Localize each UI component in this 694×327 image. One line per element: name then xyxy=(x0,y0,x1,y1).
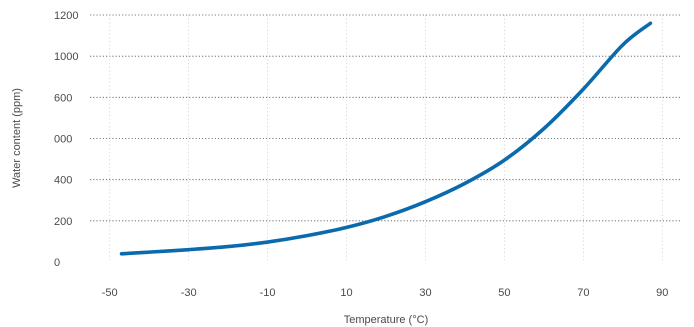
series-layer xyxy=(119,21,653,256)
x-tick-label-4: 30 xyxy=(419,287,431,299)
x-tick-label-0: -50 xyxy=(102,287,118,299)
x-tick-label-1: -30 xyxy=(181,287,197,299)
x-axis-tick-labels: -50 -30 -10 10 30 50 70 90 xyxy=(102,287,669,299)
y-axis-tick-labels: 0 200 400 000 600 1000 1200 xyxy=(54,10,78,269)
x-tick-label-5: 50 xyxy=(498,287,510,299)
y-axis-label: Water content (ppm) xyxy=(11,88,23,188)
series-line-0 xyxy=(119,21,653,256)
vertical-gridlines xyxy=(109,15,663,262)
x-tick-label-7: 90 xyxy=(656,287,668,299)
y-tick-label-2: 400 xyxy=(54,175,72,187)
x-tick-label-6: 70 xyxy=(577,287,589,299)
y-tick-label-6: 1200 xyxy=(54,10,78,22)
x-tick-label-3: 10 xyxy=(340,287,352,299)
y-tick-label-1: 200 xyxy=(54,216,72,228)
y-tick-label-5: 1000 xyxy=(54,51,78,63)
y-tick-label-4: 600 xyxy=(54,92,72,104)
x-tick-label-2: -10 xyxy=(260,287,276,299)
x-axis-label: Temperature (°C) xyxy=(344,314,428,326)
y-tick-label-3: 000 xyxy=(54,134,72,146)
y-tick-label-0: 0 xyxy=(54,257,60,269)
horizontal-gridlines xyxy=(90,14,682,222)
